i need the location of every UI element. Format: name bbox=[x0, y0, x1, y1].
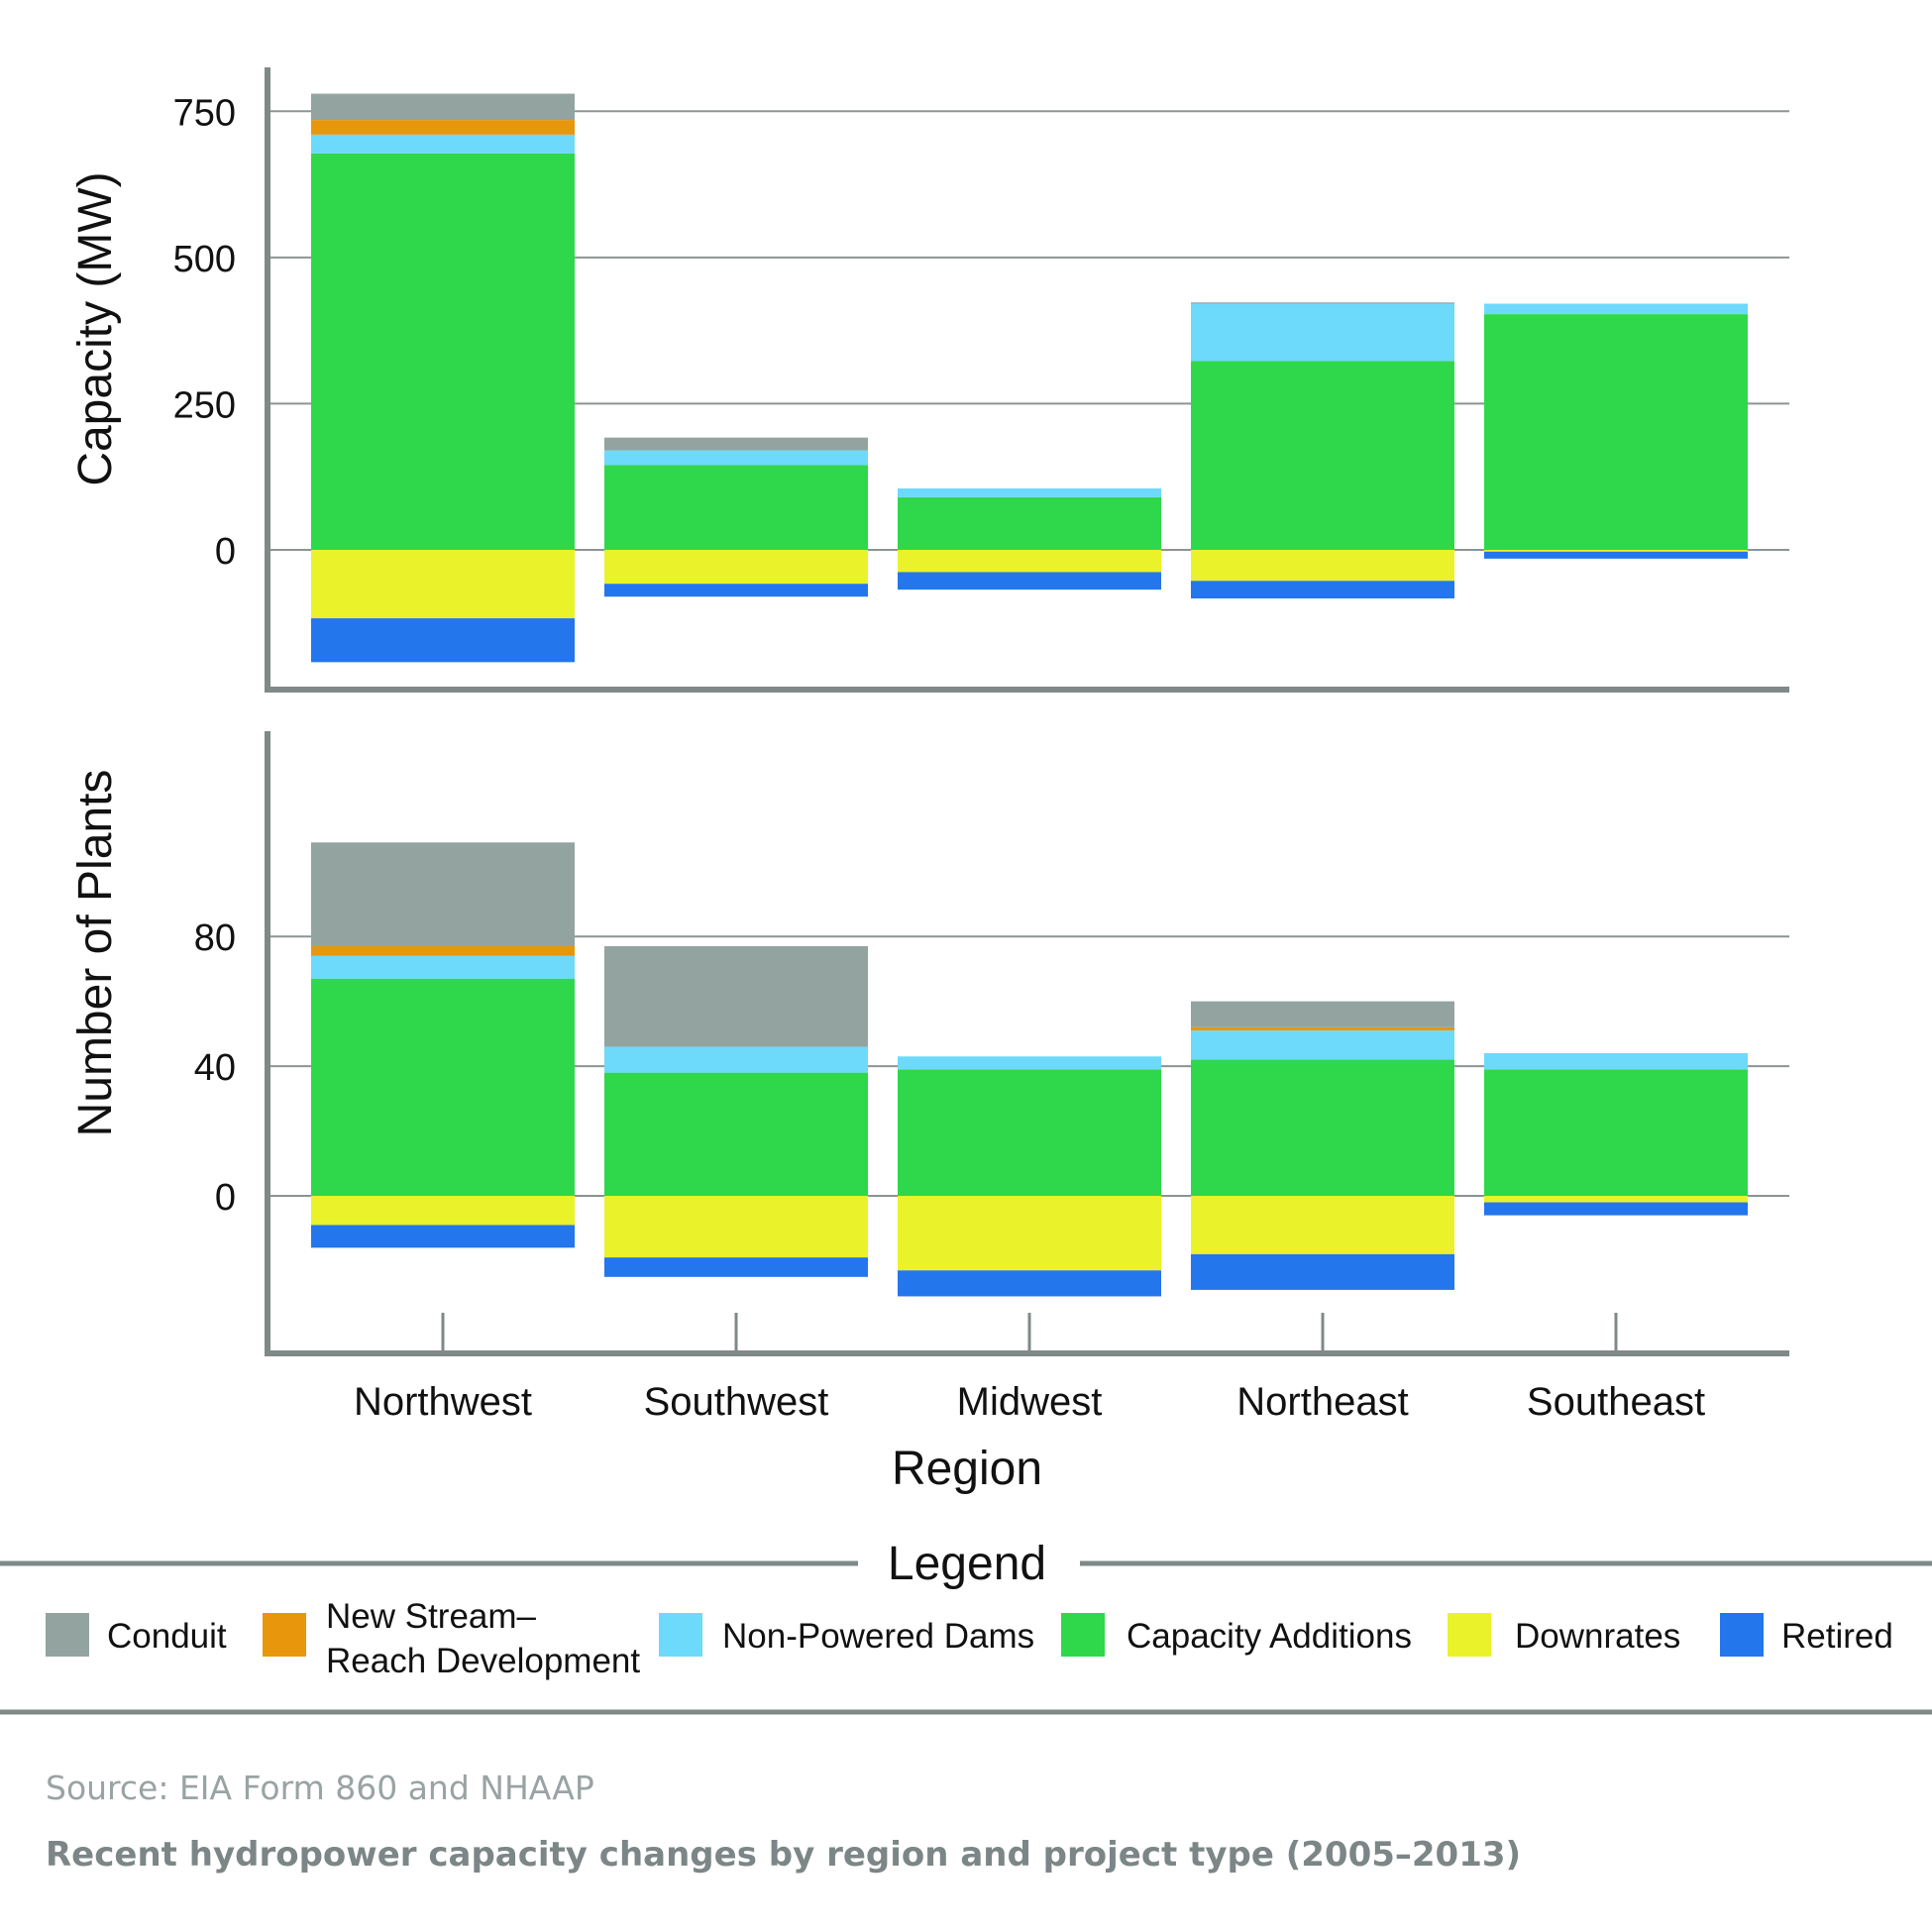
bar-northwest-capacity-additions bbox=[311, 153, 575, 550]
bar-southwest-capacity-additions bbox=[604, 1072, 868, 1196]
bar-northwest-conduit bbox=[311, 93, 575, 121]
bar-northwest-new-stream-reach-development bbox=[311, 120, 575, 135]
legend-label-downrates: Downrates bbox=[1515, 1617, 1680, 1656]
region-label-northeast: Northeast bbox=[1236, 1380, 1408, 1424]
bar-northeast-non-powered-dams bbox=[1191, 1030, 1454, 1060]
bar-northwest-non-powered-dams bbox=[311, 134, 575, 154]
legend-swatch-conduit bbox=[46, 1613, 89, 1657]
bar-southeast-downrates bbox=[1484, 550, 1748, 552]
bar-midwest-downrates bbox=[898, 550, 1161, 573]
y-axis-title: Number of Plants bbox=[69, 770, 122, 1137]
bar-northeast-retired bbox=[1191, 581, 1454, 598]
legend-swatch-downrates bbox=[1448, 1613, 1491, 1657]
region-label-southeast: Southeast bbox=[1527, 1380, 1705, 1424]
bar-northwest-non-powered-dams bbox=[311, 955, 575, 979]
figure-caption: Recent hydropower capacity changes by re… bbox=[46, 1835, 1521, 1875]
bar-northeast-conduit bbox=[1191, 302, 1454, 304]
bar-northeast-conduit bbox=[1191, 1001, 1454, 1027]
legend-swatch-non-powered-dams bbox=[659, 1613, 702, 1657]
bar-midwest-retired bbox=[898, 572, 1161, 590]
bar-northeast-non-powered-dams bbox=[1191, 303, 1454, 362]
region-label-northwest: Northwest bbox=[354, 1380, 532, 1424]
bar-southwest-downrates bbox=[604, 550, 868, 585]
legend-swatch-new-stream-reach-development bbox=[263, 1613, 306, 1657]
legend-swatch-capacity-additions bbox=[1061, 1613, 1105, 1657]
y-tick-label: 500 bbox=[173, 239, 236, 280]
plants-panel: 0 40 80 Number of Plants bbox=[69, 731, 1789, 1356]
bar-northwest-retired bbox=[311, 1225, 575, 1248]
y-tick-label: 0 bbox=[215, 531, 236, 573]
legend-label-capacity-additions: Capacity Additions bbox=[1127, 1617, 1412, 1656]
bar-southeast-capacity-additions bbox=[1484, 314, 1748, 550]
bar-midwest-downrates bbox=[898, 1196, 1161, 1271]
bar-southwest-retired bbox=[604, 584, 868, 597]
bar-southeast-non-powered-dams bbox=[1484, 1053, 1748, 1070]
y-axis-title: Capacity (MW) bbox=[69, 171, 122, 485]
bar-midwest-retired bbox=[898, 1270, 1161, 1297]
bar-southeast-retired bbox=[1484, 1202, 1748, 1216]
bar-northeast-capacity-additions bbox=[1191, 1059, 1454, 1196]
bar-southwest-downrates bbox=[604, 1196, 868, 1258]
legend: Legend Conduit New Stream– Reach Developme… bbox=[0, 1538, 1932, 1715]
region-label-midwest: Midwest bbox=[957, 1380, 1103, 1424]
bar-northeast-downrates bbox=[1191, 550, 1454, 582]
source-note: Source: EIA Form 860 and NHAAP bbox=[46, 1769, 594, 1807]
bar-southeast-downrates bbox=[1484, 1196, 1748, 1203]
y-tick-label: 40 bbox=[194, 1047, 236, 1089]
bar-northeast-retired bbox=[1191, 1253, 1454, 1290]
bar-southwest-conduit bbox=[604, 946, 868, 1047]
bar-southeast-retired bbox=[1484, 551, 1748, 559]
bar-southwest-conduit bbox=[604, 437, 868, 451]
bar-northeast-downrates bbox=[1191, 1196, 1454, 1254]
bar-southwest-retired bbox=[604, 1257, 868, 1277]
bar-midwest-capacity-additions bbox=[898, 496, 1161, 550]
bar-midwest-non-powered-dams bbox=[898, 1056, 1161, 1070]
bar-northwest-conduit bbox=[311, 842, 575, 947]
region-label-southwest: Southwest bbox=[644, 1380, 829, 1424]
legend-label-non-powered-dams: Non-Powered Dams bbox=[722, 1617, 1034, 1656]
bar-northwest-capacity-additions bbox=[311, 978, 575, 1196]
bar-northeast-capacity-additions bbox=[1191, 361, 1454, 550]
legend-label-retired: Retired bbox=[1781, 1617, 1893, 1656]
legend-label-conduit: Conduit bbox=[107, 1617, 227, 1656]
bar-southeast-capacity-additions bbox=[1484, 1069, 1748, 1196]
bar-midwest-capacity-additions bbox=[898, 1069, 1161, 1196]
region-axis-labels: Northwest Southwest Midwest Northeast Southe… bbox=[354, 1380, 1705, 1424]
y-tick-label: 80 bbox=[194, 917, 236, 959]
legend-title: Legend bbox=[888, 1538, 1046, 1590]
legend-swatch-retired bbox=[1720, 1613, 1764, 1657]
bar-northwest-downrates bbox=[311, 1196, 575, 1226]
bar-southwest-capacity-additions bbox=[604, 465, 868, 550]
bar-northwest-downrates bbox=[311, 550, 575, 619]
y-tick-label: 0 bbox=[215, 1177, 236, 1219]
bar-midwest-non-powered-dams bbox=[898, 488, 1161, 497]
x-axis-title: Region bbox=[892, 1443, 1042, 1495]
bar-southwest-non-powered-dams bbox=[604, 450, 868, 466]
bar-southwest-non-powered-dams bbox=[604, 1046, 868, 1073]
legend-label-new-stream-reach-development-line2: Reach Development bbox=[326, 1642, 640, 1680]
legend-items: Conduit New Stream– Reach Development Non-P… bbox=[46, 1597, 1893, 1680]
y-tick-label: 250 bbox=[173, 384, 236, 426]
bar-northwest-new-stream-reach-development bbox=[311, 946, 575, 956]
legend-label-new-stream-reach-development-line1: New Stream– bbox=[326, 1597, 537, 1636]
bar-northwest-retired bbox=[311, 618, 575, 663]
bar-northeast-new-stream-reach-development bbox=[1191, 1026, 1454, 1031]
bar-southeast-non-powered-dams bbox=[1484, 303, 1748, 315]
y-tick-label: 750 bbox=[173, 92, 236, 134]
capacity-panel: 0 250 500 750 Capacity (MW) bbox=[69, 67, 1789, 693]
